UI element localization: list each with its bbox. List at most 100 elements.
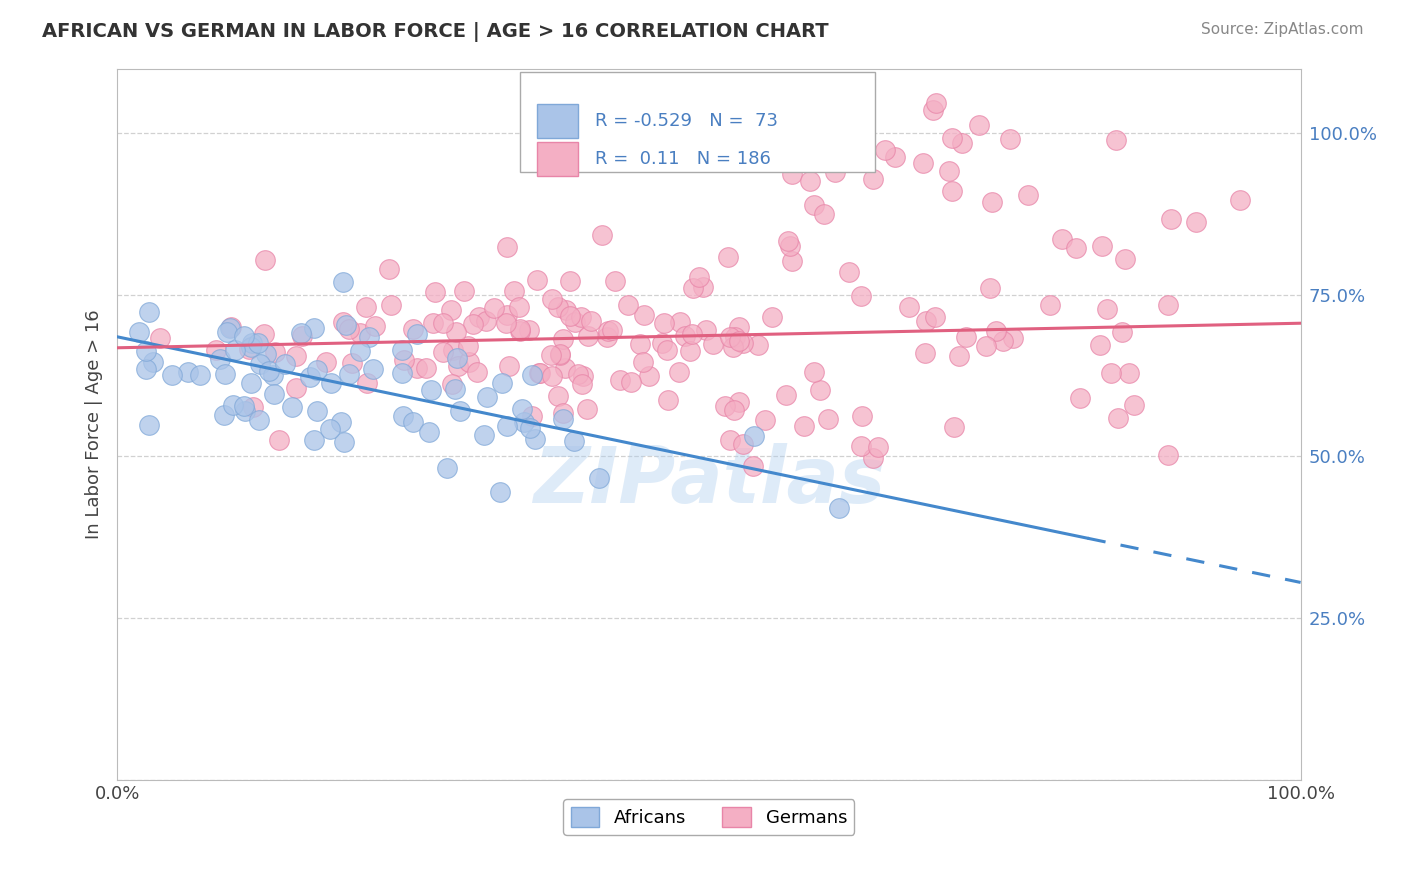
Point xyxy=(522,409,544,423)
Point xyxy=(509,322,531,336)
Point xyxy=(457,339,479,353)
Point xyxy=(780,254,803,268)
Point xyxy=(655,343,678,357)
Point xyxy=(357,330,380,344)
Point xyxy=(728,334,751,348)
Point xyxy=(392,409,415,424)
Point xyxy=(495,240,517,254)
Point xyxy=(349,326,371,340)
Point xyxy=(219,320,242,334)
Point xyxy=(609,373,631,387)
Point xyxy=(783,140,806,154)
Point xyxy=(873,143,896,157)
Point xyxy=(576,329,599,343)
Point xyxy=(302,321,325,335)
Point xyxy=(862,450,884,465)
Point xyxy=(259,364,281,378)
Point xyxy=(224,343,246,358)
Point xyxy=(567,367,589,381)
Point xyxy=(967,118,990,132)
Point xyxy=(824,164,846,178)
Point xyxy=(319,376,342,390)
Point xyxy=(491,376,513,391)
Point xyxy=(214,368,236,382)
Point xyxy=(974,339,997,353)
Point xyxy=(449,404,471,418)
Point xyxy=(540,368,562,383)
Point xyxy=(177,366,200,380)
Point xyxy=(498,359,520,373)
Point xyxy=(596,324,619,338)
Point xyxy=(489,484,512,499)
Y-axis label: In Labor Force | Age > 16: In Labor Force | Age > 16 xyxy=(86,310,103,539)
Point xyxy=(215,326,238,340)
Point xyxy=(991,334,1014,348)
Point xyxy=(912,156,935,170)
Point xyxy=(444,326,467,340)
Point xyxy=(446,351,468,365)
Point xyxy=(941,185,963,199)
Point xyxy=(284,381,307,395)
Point xyxy=(254,347,277,361)
Point xyxy=(1157,298,1180,312)
Point xyxy=(955,329,977,343)
Point xyxy=(554,303,576,318)
Point xyxy=(495,308,517,322)
Point xyxy=(915,314,938,328)
Point xyxy=(419,384,441,398)
Point xyxy=(793,418,815,433)
Point xyxy=(1091,239,1114,253)
Point xyxy=(651,336,673,351)
Point xyxy=(564,315,586,329)
Point xyxy=(219,321,242,335)
Point xyxy=(1052,232,1074,246)
Point xyxy=(727,394,749,409)
Point xyxy=(633,355,655,369)
Point xyxy=(1107,411,1129,425)
Point xyxy=(897,300,920,314)
Point xyxy=(713,399,735,413)
Point xyxy=(938,163,960,178)
Point xyxy=(1111,325,1133,339)
Point xyxy=(509,324,531,338)
Point xyxy=(422,316,444,330)
Point xyxy=(233,399,256,413)
Point xyxy=(354,300,377,314)
Point xyxy=(512,402,534,417)
Point xyxy=(377,262,399,277)
Point xyxy=(579,313,602,327)
Point xyxy=(723,402,745,417)
Point xyxy=(519,420,541,434)
Point xyxy=(453,284,475,298)
Point xyxy=(1118,366,1140,380)
Point xyxy=(1088,337,1111,351)
Point xyxy=(495,316,517,330)
Point xyxy=(718,434,741,448)
Point xyxy=(363,318,385,333)
Point xyxy=(423,285,446,300)
Point xyxy=(943,420,966,434)
Point xyxy=(333,435,356,450)
Text: ZIPatlas: ZIPatlas xyxy=(533,443,884,519)
Point xyxy=(1095,302,1118,317)
Point xyxy=(838,265,860,279)
Point xyxy=(529,366,551,380)
Point xyxy=(792,146,814,161)
Point xyxy=(554,360,576,375)
Point xyxy=(135,361,157,376)
Point xyxy=(980,195,1002,210)
Point xyxy=(828,501,851,516)
Point xyxy=(776,234,799,248)
Point xyxy=(588,471,610,485)
Point xyxy=(637,368,659,383)
Point xyxy=(695,323,717,337)
Point xyxy=(319,422,342,436)
Point xyxy=(605,275,627,289)
Point xyxy=(1157,448,1180,462)
Point xyxy=(1000,132,1022,146)
Point xyxy=(472,427,495,442)
Point xyxy=(851,409,873,423)
Point xyxy=(775,387,797,401)
Point xyxy=(1039,298,1062,312)
Point xyxy=(914,346,936,360)
